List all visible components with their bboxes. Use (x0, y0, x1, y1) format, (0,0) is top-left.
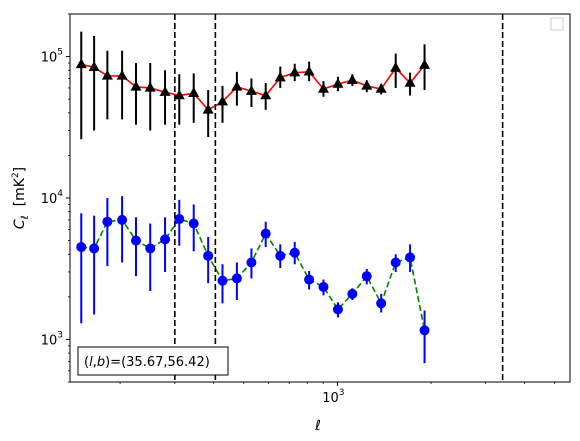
data-point-1-13 (260, 228, 271, 239)
data-point-1-6 (160, 234, 171, 245)
data-point-1-3 (117, 214, 128, 225)
data-point-1-14 (275, 250, 286, 261)
data-point-0-8 (188, 87, 200, 98)
series-0 (75, 31, 431, 140)
data-point-0-7 (173, 89, 185, 100)
x-tick-label-0: 103 (322, 388, 344, 406)
data-point-1-7 (174, 214, 185, 225)
x-axis-label: ℓ (314, 418, 321, 434)
data-point-0-0 (75, 58, 87, 69)
annotation-open: ( (84, 355, 89, 370)
data-point-0-9 (202, 103, 214, 114)
data-point-1-19 (347, 288, 358, 299)
annotation-comma: , (93, 355, 97, 370)
data-point-0-1 (88, 61, 100, 71)
annotation-l: l (89, 355, 93, 370)
data-point-0-18 (332, 77, 344, 88)
data-point-1-8 (188, 218, 199, 229)
y-axis-label-main: C (12, 219, 28, 229)
y-tick-label-base-0: 10 (41, 333, 58, 348)
y-axis-label-gap (12, 206, 28, 215)
data-point-1-15 (289, 247, 300, 258)
annotation-label: (l,b)=(35.67,56.42) (84, 355, 210, 370)
data-point-1-21 (376, 298, 387, 309)
y-tick-label-exp-2: 5 (57, 48, 63, 58)
x-tick-label-exp-0: 3 (339, 388, 345, 398)
data-point-1-10 (217, 275, 228, 286)
data-point-1-9 (203, 250, 214, 261)
data-point-0-11 (231, 80, 243, 91)
data-point-0-4 (130, 80, 142, 91)
data-point-0-6 (159, 86, 171, 96)
data-point-1-22 (390, 257, 401, 268)
data-point-0-13 (260, 89, 272, 100)
data-point-1-12 (246, 257, 257, 268)
data-point-0-2 (101, 69, 113, 80)
data-point-1-18 (332, 304, 343, 315)
data-point-0-21 (375, 82, 387, 93)
data-point-0-23 (404, 77, 416, 87)
data-point-0-3 (116, 69, 128, 80)
data-point-0-20 (361, 79, 373, 90)
data-point-0-15 (289, 66, 301, 77)
vertical-lines-layer (174, 14, 504, 382)
data-point-1-2 (102, 216, 113, 227)
data-point-1-24 (419, 325, 430, 336)
data-point-0-19 (346, 74, 358, 84)
data-point-0-12 (245, 85, 257, 95)
data-point-0-16 (303, 65, 315, 76)
annotation-b: b (97, 355, 105, 370)
data-point-1-1 (89, 243, 100, 254)
y-axis-label: Cℓ [mK2] (11, 167, 31, 229)
data-point-1-20 (361, 271, 372, 282)
y-tick-label-exp-1: 4 (57, 189, 63, 199)
data-point-1-16 (304, 274, 315, 285)
y-axis-label-unit: [mK (12, 177, 28, 206)
y-axis-label-unit-sup: 2 (11, 172, 21, 178)
series-layer (75, 31, 431, 364)
y-tick-label-2: 105 (41, 48, 63, 66)
annotation-rest: )=(35.67,56.42) (105, 355, 210, 370)
series-1 (76, 196, 430, 364)
data-point-0-14 (274, 71, 286, 82)
data-point-0-5 (144, 81, 156, 92)
y-axis-label-sub: ℓ (20, 215, 31, 219)
y-tick-label-exp-0: 3 (57, 330, 63, 340)
y-axis-label-text: Cℓ [mK2] (11, 167, 31, 229)
data-point-0-24 (419, 59, 431, 69)
data-point-1-4 (131, 235, 142, 246)
data-point-0-10 (216, 95, 229, 106)
data-point-1-11 (231, 273, 242, 284)
x-tick-label-base-0: 10 (322, 391, 339, 406)
data-point-1-17 (318, 281, 329, 292)
y-tick-label-0: 103 (41, 330, 63, 348)
data-point-0-22 (390, 62, 402, 72)
legend-box (550, 17, 564, 31)
y-tick-label-1: 104 (41, 189, 64, 207)
data-point-1-0 (76, 242, 87, 253)
y-axis-label-unit-close: ] (12, 167, 28, 172)
data-point-1-23 (405, 252, 416, 263)
plot-frame (69, 13, 571, 383)
annotation-frame (77, 346, 229, 376)
plot-area (70, 14, 570, 382)
y-tick-label-base-1: 10 (41, 192, 58, 207)
annotation-box: (l,b)=(35.67,56.42) (77, 346, 229, 376)
y-tick-label-base-2: 10 (41, 51, 58, 66)
data-point-0-17 (317, 82, 329, 93)
data-point-1-5 (145, 243, 156, 254)
